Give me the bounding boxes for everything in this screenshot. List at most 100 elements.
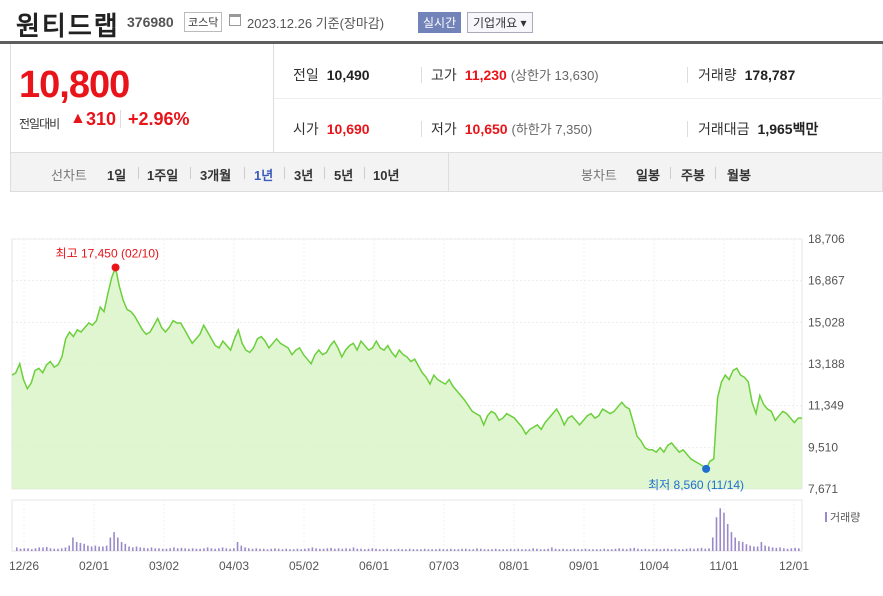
volume-bar [741,542,744,551]
volume-bar [603,548,606,551]
stat-value: 178,787 [744,67,796,83]
price-chart[interactable]: 18,706 16,867 15,028 13,188 11,349 9,510 7,671… [9,225,883,596]
volume-bar [678,549,680,551]
volume-bar [304,548,306,551]
volume-bar [229,548,231,551]
x-tick-label: 03/02 [149,559,179,573]
volume-bar [176,548,179,551]
volume-bar [382,549,385,551]
volume-bar [551,547,553,551]
volume-bar [120,542,123,551]
volume-bar [483,549,486,551]
volume-bar [214,548,216,551]
volume-bar [595,549,598,551]
volume-bar [588,549,591,551]
stat-label: 시가 [293,121,319,137]
volume-bar [79,542,82,551]
volume-bar [491,549,493,551]
volume-bar [427,549,430,551]
volume-bar [674,548,677,551]
period-selector: 선차트 1일 1주일 3개월 1년 3년 5년 10년 봉차트 일봉 주봉 월봉 [10,152,883,192]
volume-bar [161,548,164,551]
volume-bar [517,548,519,551]
volume-bar [292,549,295,551]
stat-trade-value: 거래대금 1,965백만 [698,119,818,139]
volume-bar [790,548,793,551]
volume-bar [135,546,138,551]
x-tick-label: 02/01 [79,559,109,573]
period-tab-10y[interactable]: 10년 [373,168,400,183]
x-tick-label: 08/01 [499,559,529,573]
x-tick-label: 07/03 [429,559,459,573]
x-tick-label: 10/04 [639,559,669,573]
volume-bar [715,517,718,551]
x-tick-label: 12/01 [779,559,809,573]
x-tick-label: 05/02 [289,559,319,573]
y-tick-label: 18,706 [808,232,845,246]
volume-bar [270,548,273,551]
price-line [11,264,802,471]
volume-bar [210,548,213,551]
volume-bar [375,548,377,551]
volume-bar [461,548,463,551]
divider [138,167,139,179]
divider [120,110,121,128]
candle-tab-monthly[interactable]: 월봉 [727,168,751,183]
volume-bar [573,548,576,551]
volume-bar [734,537,736,551]
period-tab-5y[interactable]: 5년 [334,168,354,183]
volume-bar [749,545,751,551]
period-tab-3y[interactable]: 3년 [294,168,314,183]
volume-bar [281,549,284,551]
volume-bar [109,537,112,551]
price-chart-svg: 18,706 16,867 15,028 13,188 11,349 9,510 7,671… [9,232,860,573]
volume-bar [536,548,538,551]
divider [670,167,671,179]
volume-bar [143,547,145,551]
volume-bar [330,547,332,551]
volume-bar [131,547,134,551]
candle-tab-daily[interactable]: 일봉 [636,168,660,183]
volume-bar [105,545,108,551]
volume-bar [450,548,452,551]
volume-bar [356,548,359,551]
volume-bar [113,532,115,551]
volume-bar [554,548,557,551]
realtime-button[interactable]: 실시간 [418,12,462,33]
volume-bar [68,545,70,551]
volume-bar [180,547,183,551]
volume-bar [599,549,602,551]
volume-bar [607,549,609,551]
volume-bar [543,549,546,551]
volume-bar [708,548,710,551]
high-marker [111,263,120,272]
stat-low: 저가 10,650 (하한가 7,350) [431,119,592,139]
stat-value: 1,965 [757,121,793,137]
period-tab-3m[interactable]: 3개월 [200,168,232,183]
volume-bar [693,548,695,551]
candle-tab-weekly[interactable]: 주봉 [681,168,705,183]
volume-bar [233,548,235,551]
period-tab-1y[interactable]: 1년 [254,168,274,183]
volume-bar [756,546,759,551]
x-tick-label: 11/01 [709,559,738,573]
volume-bar [468,549,471,551]
volume-bar [670,549,673,551]
volume-bar [326,548,329,551]
price-summary: 10,800 전일대비 ▲ 310 +2.96% 전일 10,490 고가 11,2… [10,44,883,152]
stat-label: 전일 [293,67,319,83]
period-tab-1d[interactable]: 1일 [107,168,127,183]
volume-bar [363,549,366,551]
stat-high: 고가 11,230 (상한가 13,630) [431,65,599,85]
volume-bar [218,548,220,551]
company-info-dropdown[interactable]: 기업개요 ▾ [467,12,533,33]
volume-bar [700,547,703,551]
volume-bar [453,549,456,551]
x-tick-label: 04/03 [219,559,249,573]
market-badge: 코스닥 [184,12,223,32]
volume-bar [764,545,766,551]
period-tab-1w[interactable]: 1주일 [147,168,179,183]
volume-bar [416,549,418,551]
volume-bar [464,548,467,551]
volume-bar [199,548,201,551]
